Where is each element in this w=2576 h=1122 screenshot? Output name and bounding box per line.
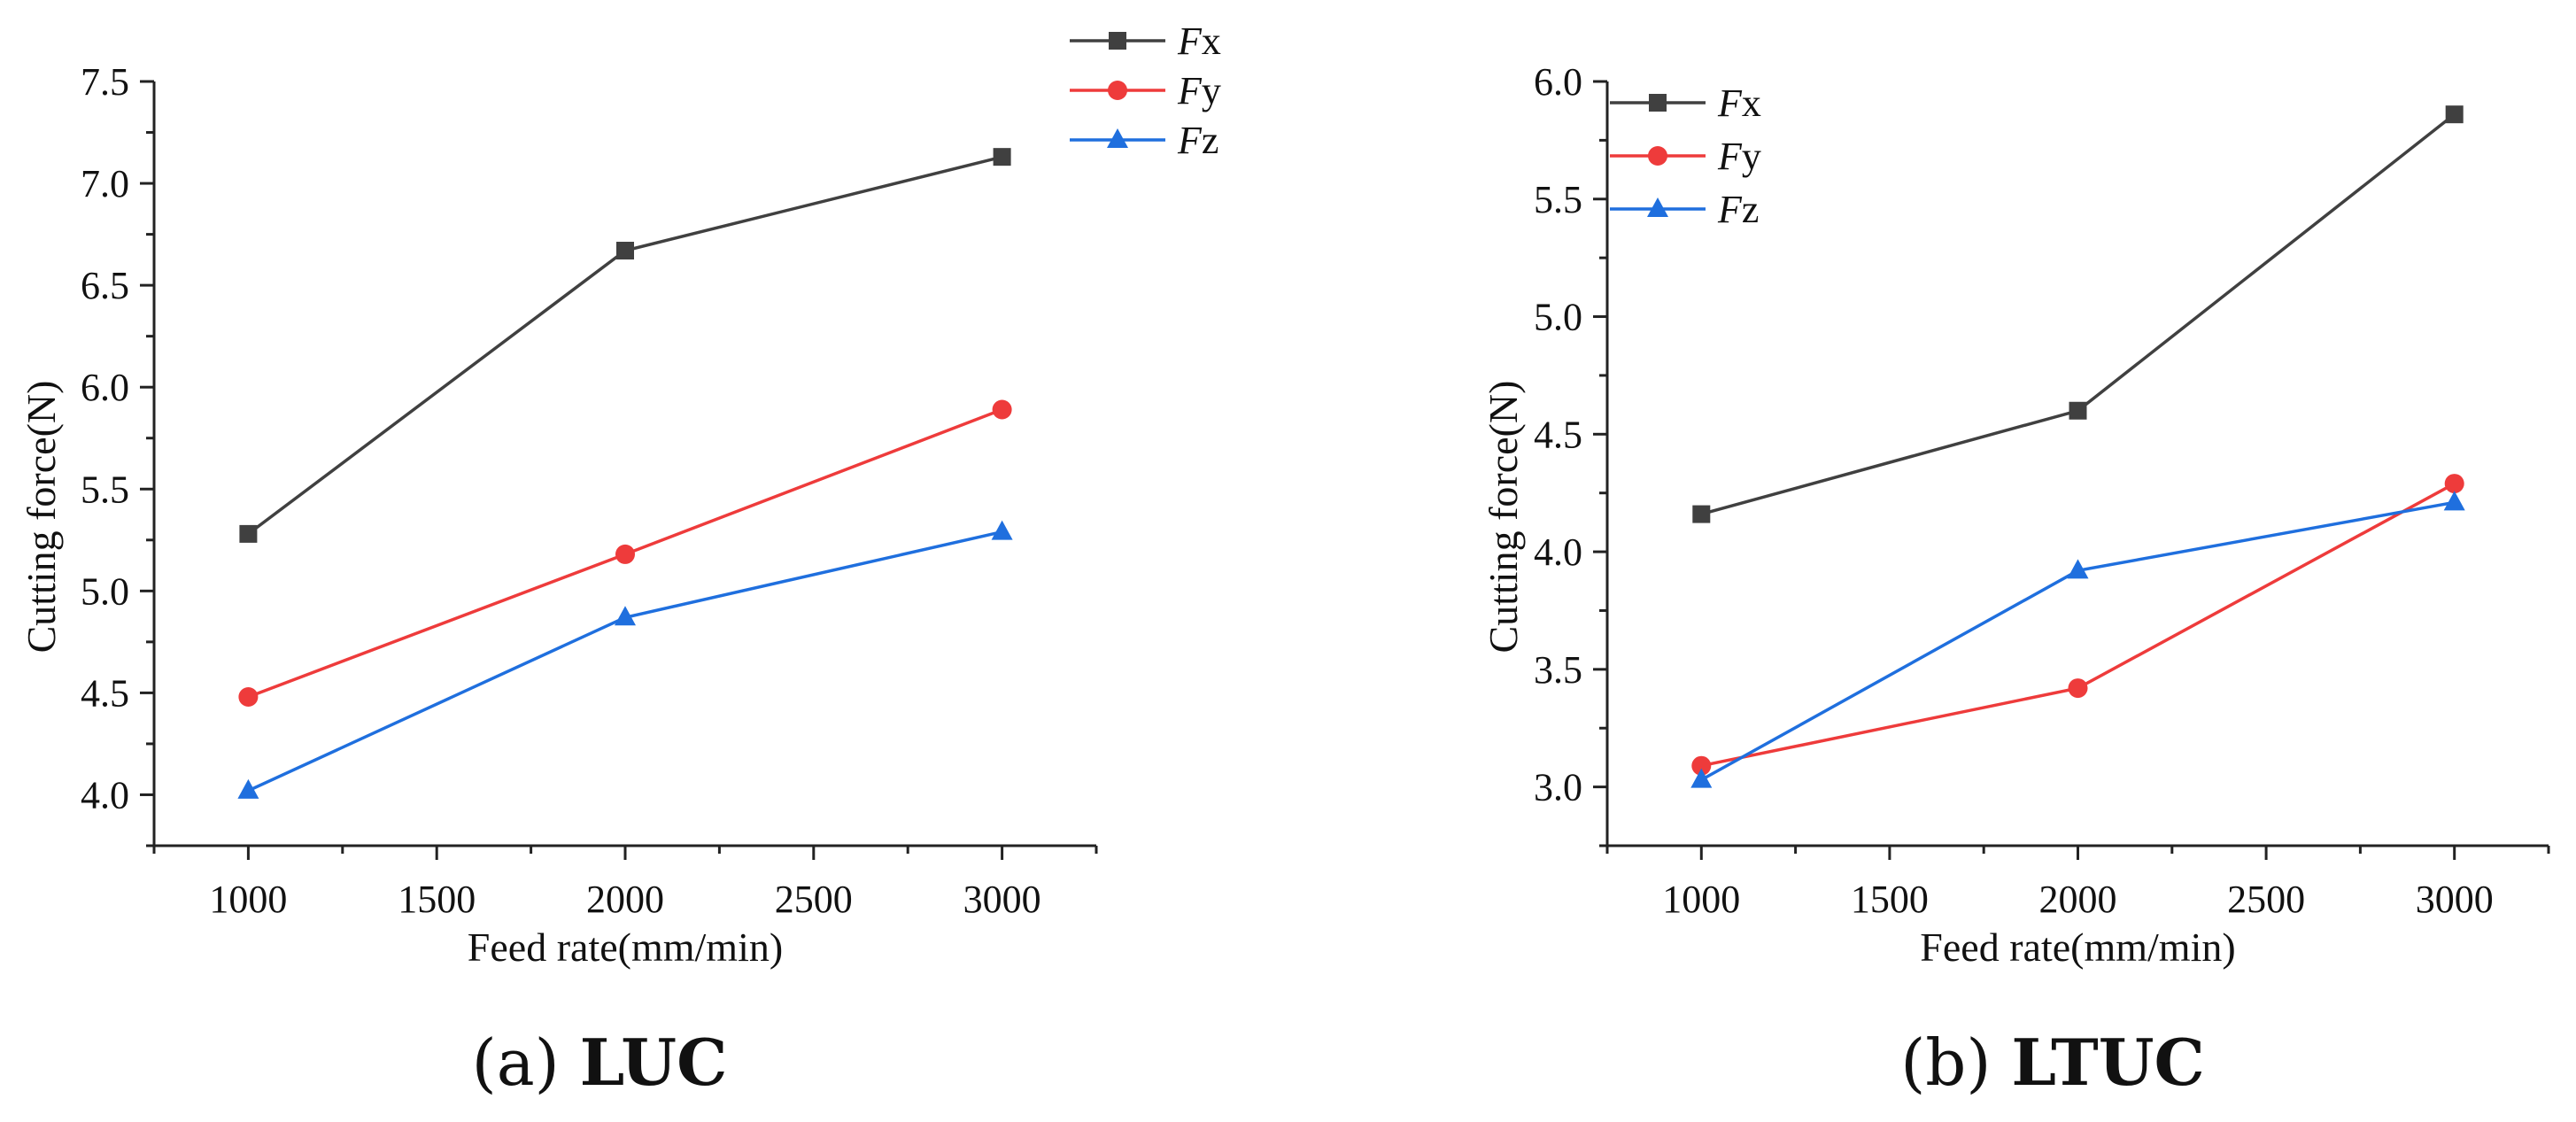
- data-point-fy: [2068, 678, 2088, 699]
- chart-caption: (b) LTUC: [1900, 1025, 2205, 1100]
- series-line-fx: [247, 155, 1003, 536]
- x-tick-label: 2500: [2227, 878, 2305, 921]
- legend-marker-fx: [1109, 32, 1126, 50]
- x-tick-label: 1500: [1851, 878, 1929, 921]
- legend-marker-fz: [1647, 197, 1668, 217]
- legend-label-suffix: x: [1742, 81, 1761, 125]
- legend-label-fy: Fy: [1717, 135, 1761, 178]
- y-axis-title: Cutting force(N): [1481, 381, 1526, 654]
- data-point-fy: [615, 544, 635, 564]
- series-line-fx: [1700, 112, 2456, 516]
- data-point-fz: [2443, 491, 2465, 511]
- data-point-fy: [2444, 474, 2464, 494]
- y-tick-label: 5.5: [1534, 178, 1582, 221]
- y-tick-label: 4.0: [81, 773, 129, 816]
- legend-marker-fy: [1108, 81, 1127, 100]
- legend-marker-fz: [1107, 128, 1128, 148]
- data-point-fx: [1692, 505, 1711, 523]
- data-point-fz: [2067, 559, 2089, 579]
- legend-label-prefix: F: [1177, 69, 1203, 112]
- x-tick-label: 2000: [2039, 878, 2117, 921]
- legend-label-suffix: z: [1202, 119, 1219, 162]
- x-tick-label: 2500: [775, 878, 853, 921]
- legend-marker-fy: [1648, 146, 1667, 166]
- legend-label-suffix: x: [1202, 19, 1221, 63]
- x-tick-label: 3000: [2416, 878, 2494, 921]
- x-tick-label: 2000: [586, 878, 664, 921]
- y-tick-label: 5.5: [81, 468, 129, 511]
- y-tick-label: 4.0: [1534, 530, 1582, 574]
- legend-label-prefix: F: [1177, 19, 1203, 63]
- data-point-fx: [2445, 105, 2464, 124]
- chart-luc: 1000 1500 2000 2500 3000 4.0 4.5 5.0 5.5 6.0 6.5 7.…: [19, 19, 1221, 1100]
- y-tick-label: 6.5: [81, 264, 129, 307]
- x-axis-title: Feed rate(mm/min): [468, 925, 783, 970]
- legend-label-fz: Fz: [1717, 188, 1759, 231]
- data-point-fx: [993, 148, 1011, 166]
- series-line-fy: [1700, 482, 2456, 768]
- legend-label-suffix: y: [1742, 135, 1761, 178]
- legend-label-suffix: y: [1202, 69, 1221, 112]
- data-point-fz: [1690, 768, 1713, 788]
- y-tick-label: 5.0: [1534, 296, 1582, 339]
- x-tick-label: 1500: [398, 878, 476, 921]
- y-tick-label: 6.0: [1534, 60, 1582, 104]
- data-point-fz: [237, 778, 259, 799]
- legend-label-fz: Fz: [1177, 119, 1218, 162]
- legend-label-prefix: F: [1717, 135, 1743, 178]
- y-tick-label: 3.0: [1534, 766, 1582, 809]
- y-tick-label: 4.5: [1534, 413, 1582, 456]
- x-tick-label: 1000: [209, 878, 287, 921]
- legend-label-prefix: F: [1177, 119, 1203, 162]
- x-axis-title: Feed rate(mm/min): [1920, 925, 2235, 970]
- data-point-fy: [992, 399, 1012, 420]
- legend-label-prefix: F: [1717, 188, 1743, 231]
- data-point-fy: [1691, 755, 1712, 776]
- y-tick-label: 5.0: [81, 569, 129, 613]
- series-line-fz: [247, 530, 1002, 793]
- legend-marker-fx: [1649, 94, 1667, 112]
- y-axis-title: Cutting force(N): [19, 381, 64, 654]
- y-tick-label: 6.0: [81, 366, 129, 409]
- x-tick-label: 3000: [963, 878, 1041, 921]
- y-tick-label: 7.5: [81, 60, 129, 104]
- y-tick-label: 7.0: [81, 162, 129, 205]
- x-tick-label: 1000: [1662, 878, 1740, 921]
- data-point-fy: [238, 687, 259, 708]
- y-tick-label: 3.5: [1534, 648, 1582, 692]
- legend-label-prefix: F: [1717, 81, 1743, 125]
- data-point-fz: [991, 520, 1013, 540]
- legend-label-suffix: z: [1742, 188, 1760, 231]
- data-point-fx: [2069, 401, 2087, 420]
- caption-label: (a): [472, 1025, 580, 1100]
- data-point-fx: [616, 242, 634, 260]
- caption-label: (b): [1900, 1025, 2011, 1100]
- legend-label-fx: Fx: [1717, 81, 1761, 125]
- data-point-fz: [615, 606, 636, 626]
- chart-ltuc: 1000 1500 2000 2500 3000 3.0 3.5 4.0 4.5 5.0 5.5 6.…: [1481, 60, 2550, 1100]
- chart-caption: (a) LUC: [472, 1025, 728, 1100]
- legend-label-fy: Fy: [1177, 69, 1221, 112]
- legend-label-fx: Fx: [1177, 19, 1221, 63]
- caption-title: LTUC: [2011, 1025, 2204, 1100]
- data-point-fx: [239, 524, 258, 543]
- y-tick-label: 4.5: [81, 671, 129, 715]
- caption-title: LUC: [580, 1025, 728, 1100]
